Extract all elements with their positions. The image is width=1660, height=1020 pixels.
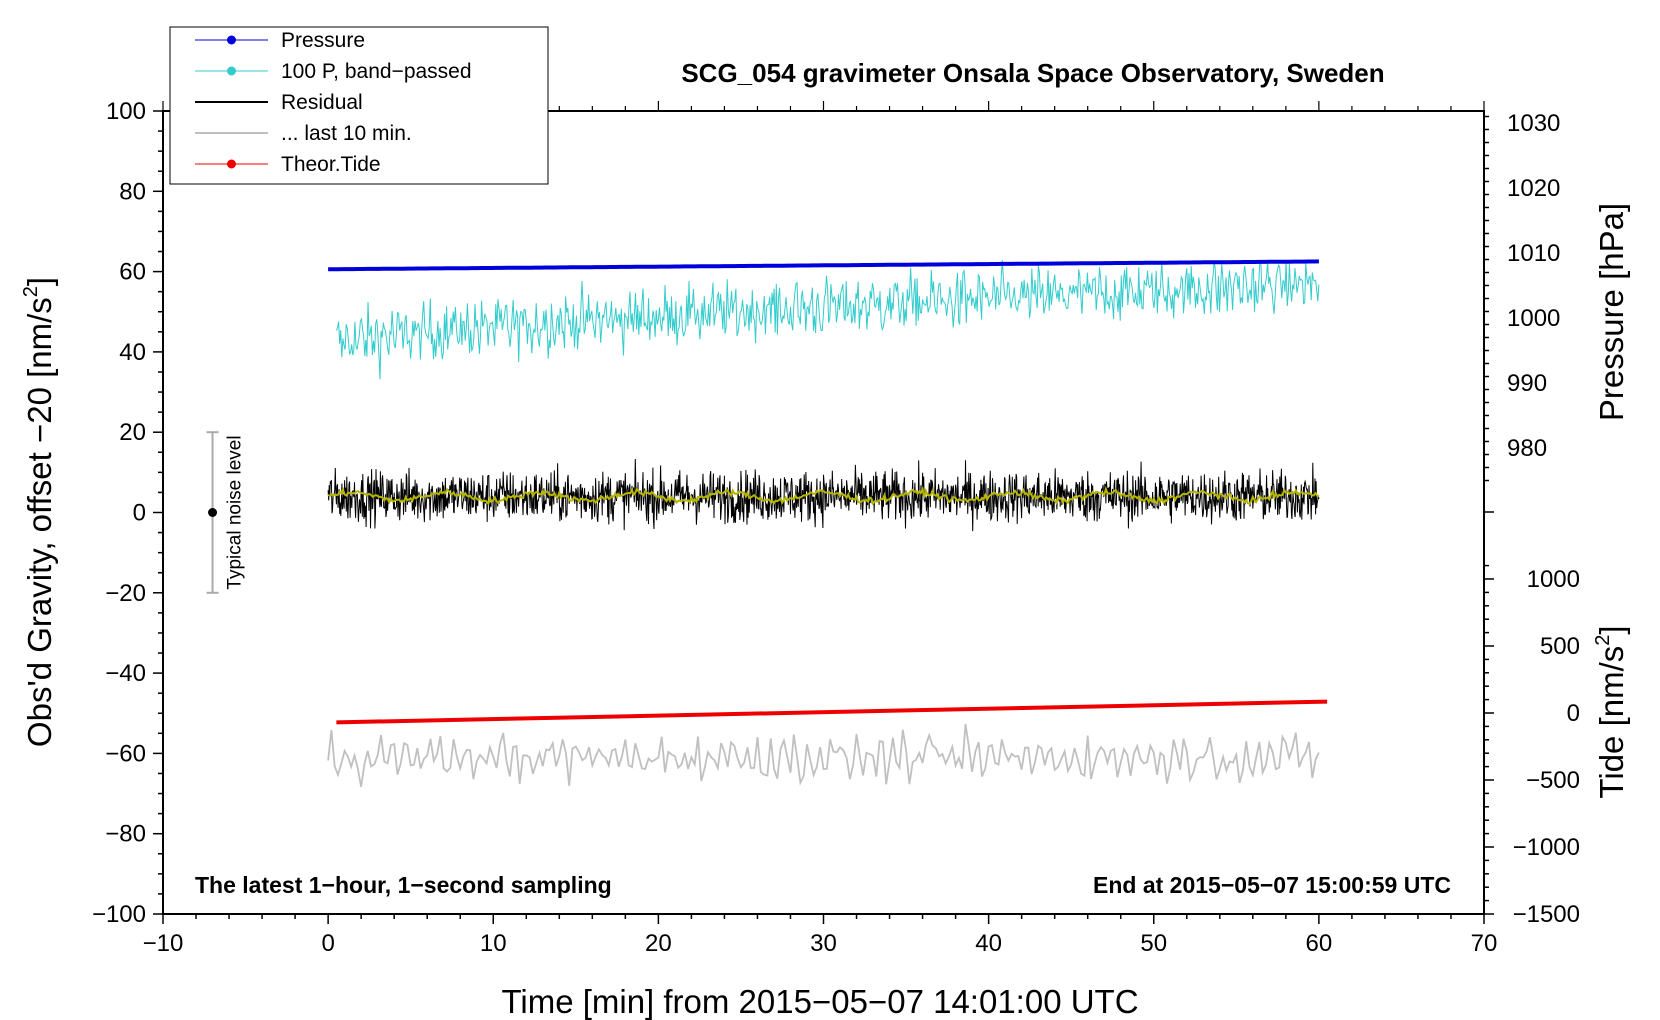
x-tick-labels: −10 0 10 20 30 40 50 60 70 <box>143 930 1498 957</box>
noise-bar-label: Typical noise level <box>225 435 246 589</box>
y-tick-label: 100 <box>106 98 146 125</box>
series-smoothed-residual <box>327 485 1320 506</box>
x-tick-label: 60 <box>1306 930 1333 957</box>
legend-items: Pressure 100 P, band−passed Residual ... la… <box>195 29 472 176</box>
y-tick-label: 80 <box>119 178 146 205</box>
y-tick-label: −100 <box>92 901 146 928</box>
legend: Pressure 100 P, band−passed Residual ... la… <box>169 26 549 185</box>
series-pressure <box>328 259 1319 272</box>
y-tick-label: −60 <box>105 740 146 767</box>
legend-label: 100 P, band−passed <box>281 60 472 83</box>
tide-tick-labels: 1000 500 0 −500 −1000 −1500 <box>1513 566 1580 928</box>
annotation-left: The latest 1−hour, 1−second sampling <box>195 872 612 898</box>
legend-label: ... last 10 min. <box>281 122 412 145</box>
y-tick-label: 20 <box>119 419 146 446</box>
x-tick-label: 0 <box>321 930 334 957</box>
legend-marker <box>227 66 236 76</box>
tide-tick-label: −1000 <box>1513 834 1580 861</box>
x-tick-label: −10 <box>143 930 184 957</box>
x-tick-label: 10 <box>480 930 507 957</box>
y-tick-label: 0 <box>133 500 146 527</box>
axis-ticks <box>153 101 1494 924</box>
pressure-tick-label: 1020 <box>1507 175 1560 202</box>
x-tick-label: 40 <box>975 930 1002 957</box>
pressure-tick-label: 990 <box>1507 370 1547 397</box>
pressure-tick-label: 980 <box>1507 435 1547 462</box>
y-axis-title-left: Obs'd Gravity, offset −20 [nm/s2] <box>20 277 58 747</box>
annotation-right: End at 2015−05−07 15:00:59 UTC <box>1093 872 1451 898</box>
tide-tick-label: 0 <box>1567 700 1580 727</box>
noise-bar-center-dot <box>208 508 218 517</box>
tide-tick-label: −500 <box>1526 767 1580 794</box>
legend-marker <box>227 159 236 169</box>
pressure-tick-labels: 1030 1020 1010 1000 990 980 <box>1507 110 1560 462</box>
series-theor-tide <box>336 699 1328 725</box>
pressure-tick-label: 1030 <box>1507 110 1560 137</box>
pressure-tick-label: 1000 <box>1507 305 1560 332</box>
legend-label: Theor.Tide <box>281 153 381 176</box>
x-tick-label: 50 <box>1140 930 1167 957</box>
series-residual <box>327 458 1320 532</box>
legend-label: Residual <box>281 91 363 114</box>
tide-title-main: Tide [nm/s <box>1593 646 1630 799</box>
y-axis-title-left-end: ] <box>21 277 58 286</box>
y-axis-title-left-main: Obs'd Gravity, offset −20 [nm/s <box>21 297 58 747</box>
y-axis-title-pressure: Pressure [hPa] <box>1593 203 1630 421</box>
tide-tick-label: −1500 <box>1513 901 1580 928</box>
legend-label: Pressure <box>281 29 365 52</box>
series-last-10-min <box>327 723 1320 787</box>
y-tick-label: −80 <box>105 821 146 848</box>
x-axis-title: Time [min] from 2015−05−07 14:01:00 UTC <box>501 983 1138 1020</box>
chart-title: SCG_054 gravimeter Onsala Space Observat… <box>681 58 1384 88</box>
tide-tick-label: 500 <box>1540 633 1580 660</box>
plot-lines <box>327 259 1328 787</box>
y-tick-label: 60 <box>119 259 146 286</box>
y-axis-title-left-sup: 2 <box>20 286 42 297</box>
y-tick-label: −20 <box>105 580 146 607</box>
tide-tick-label: 1000 <box>1527 566 1580 593</box>
y-tick-labels: 100 80 60 40 20 0 −20 −40 −60 −80 −100 <box>92 98 146 928</box>
x-tick-label: 30 <box>810 930 837 957</box>
x-tick-label: 20 <box>645 930 672 957</box>
series-band-passed-pressure <box>335 260 1320 380</box>
y-tick-label: 40 <box>119 339 146 366</box>
noise-bar <box>206 431 219 594</box>
legend-box <box>169 26 549 185</box>
legend-marker <box>227 35 236 45</box>
pressure-tick-label: 1010 <box>1507 240 1560 267</box>
y-axis-title-tide: Tide [nm/s2] <box>1592 625 1630 798</box>
x-tick-label: 70 <box>1471 930 1498 957</box>
y-tick-label: −40 <box>105 660 146 687</box>
tide-title-sup: 2 <box>1592 635 1614 646</box>
tide-title-end: ] <box>1593 625 1630 634</box>
